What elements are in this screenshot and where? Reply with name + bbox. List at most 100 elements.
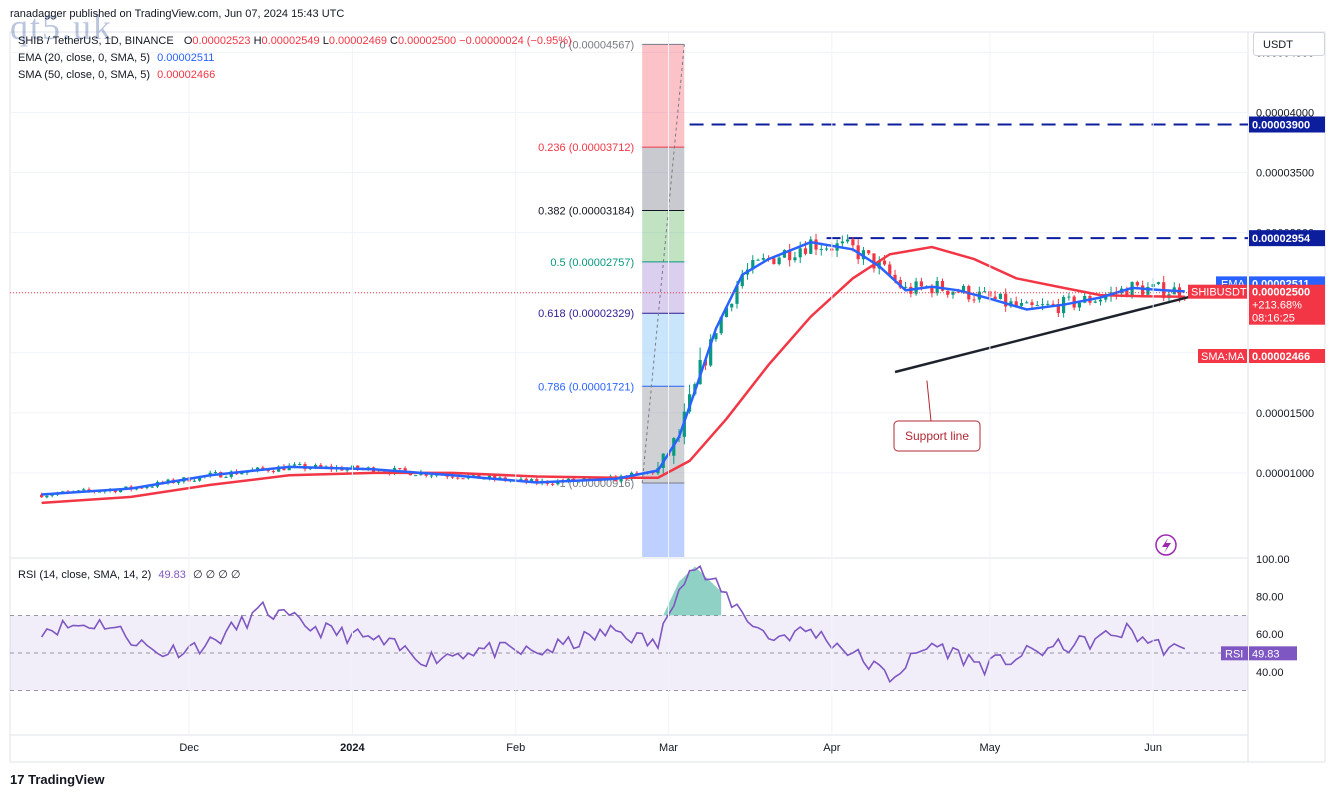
candle-body xyxy=(930,286,934,294)
candle-body xyxy=(777,257,781,265)
candle xyxy=(213,470,218,474)
chart-frame xyxy=(9,31,1326,763)
watermark: qt5.uk xyxy=(10,7,114,47)
candle-body xyxy=(846,239,850,242)
candle-body xyxy=(761,257,765,260)
time-axis-label: Dec xyxy=(179,742,199,754)
candle-body xyxy=(1004,293,1008,307)
support-line xyxy=(894,291,1207,374)
candle-body xyxy=(793,257,797,261)
fib-zone xyxy=(642,44,685,148)
candle-body xyxy=(972,299,976,301)
sma-value-tag-bg xyxy=(1249,349,1325,363)
candle-body xyxy=(1025,302,1029,304)
candle-body xyxy=(898,280,902,288)
candle-body xyxy=(1135,282,1139,286)
resistance-tag xyxy=(1249,230,1325,247)
candle-body xyxy=(1077,302,1082,308)
price-axis-label: 0.00001000 xyxy=(1256,468,1314,480)
candle-body xyxy=(888,264,892,275)
candle xyxy=(982,286,987,293)
candle-body xyxy=(50,494,54,496)
rsi-line xyxy=(40,565,1186,684)
candle-body xyxy=(919,281,923,287)
resistance-tag-label: 0.00003900 xyxy=(1252,120,1310,132)
ema-legend-value: 0.00002511 xyxy=(157,52,215,64)
time-axis-label: Feb xyxy=(506,742,525,754)
sma-50-line xyxy=(41,245,1185,505)
candle-body xyxy=(198,476,202,481)
candle xyxy=(1135,280,1139,288)
candle-body xyxy=(176,481,181,484)
sma-name-tag xyxy=(1198,349,1247,363)
candle-body xyxy=(1093,301,1097,303)
candle xyxy=(903,281,908,290)
time-axis-label: Jun xyxy=(1144,742,1162,754)
candle-body xyxy=(551,483,555,485)
candle-body xyxy=(398,468,402,470)
candle-body xyxy=(1051,303,1055,305)
published-by: ranadagger published on TradingView.com,… xyxy=(10,8,345,20)
candle-body xyxy=(751,260,755,270)
candle xyxy=(946,290,950,298)
candle-body xyxy=(819,248,823,250)
candle-body xyxy=(40,494,44,498)
candle-body xyxy=(867,250,871,254)
candle xyxy=(809,236,813,255)
rsi-legend[interactable]: RSI (14, close, SMA, 14, 2) 49.83 ∅ ∅ ∅ … xyxy=(18,568,240,581)
candle-body xyxy=(914,281,918,294)
price-axis-label: 0.00001500 xyxy=(1256,408,1314,420)
rsi-value-tag-text: 49.83 xyxy=(1252,648,1280,660)
candle-body xyxy=(1046,303,1050,305)
candle xyxy=(788,244,792,267)
candle xyxy=(1093,299,1097,304)
symbol-line: SHIB / TetherUS, 1D, BINANCE O0.00002523… xyxy=(18,35,572,47)
candle-body xyxy=(946,290,950,295)
symbol-title[interactable]: SHIB / TetherUS, 1D, BINANCE xyxy=(18,35,174,47)
time-axis-label: 2024 xyxy=(340,742,365,754)
ema-legend-label: EMA (20, close, 0, SMA, 5) xyxy=(18,52,151,64)
candle-body xyxy=(803,248,808,254)
fib-level-label: 0.786 (0.00001721) xyxy=(538,381,634,393)
candle-body xyxy=(113,489,117,493)
currency-button[interactable]: USDT xyxy=(1253,32,1325,56)
resistance-tag xyxy=(1249,116,1325,133)
ohlc-c: 0.00002500 xyxy=(397,35,457,47)
candle xyxy=(846,234,850,244)
candle-body xyxy=(735,286,739,304)
candle xyxy=(1067,293,1071,301)
candle-body xyxy=(982,291,987,293)
candle xyxy=(1030,299,1034,309)
fib-level-label: 0.382 (0.00003184) xyxy=(538,206,634,218)
candle xyxy=(1056,298,1060,318)
ema-legend[interactable]: EMA (20, close, 0, SMA, 5) 0.00002511 xyxy=(18,52,214,64)
candle-body xyxy=(1014,301,1018,306)
symbol-value-tag-text: 0.00002500 xyxy=(1252,287,1310,299)
ohlc-l-label: L xyxy=(322,35,329,47)
candle xyxy=(456,477,460,480)
candle xyxy=(772,257,776,265)
candle-body xyxy=(756,259,760,261)
candle-body xyxy=(450,476,455,478)
candle-body xyxy=(635,472,639,474)
candle xyxy=(793,251,797,263)
candle-body xyxy=(140,487,144,489)
candle-body xyxy=(993,296,997,299)
fib-zone xyxy=(642,261,685,314)
candle-body xyxy=(271,471,276,473)
candle-body xyxy=(97,491,102,493)
sma-legend[interactable]: SMA (50, close, 0, SMA, 5) 0.00002466 xyxy=(18,69,215,81)
candle xyxy=(972,295,976,304)
candle xyxy=(1156,281,1161,286)
candle-body xyxy=(893,274,897,281)
candle-body xyxy=(724,307,729,318)
candle-body xyxy=(719,317,723,334)
tradingview-logo[interactable]: 17 TradingView xyxy=(10,772,104,787)
candle-body xyxy=(956,291,960,293)
fib-zone xyxy=(642,210,685,262)
ohlc-o: 0.00002523 xyxy=(192,35,251,47)
candle-body xyxy=(45,495,49,498)
candle-body xyxy=(798,248,802,258)
